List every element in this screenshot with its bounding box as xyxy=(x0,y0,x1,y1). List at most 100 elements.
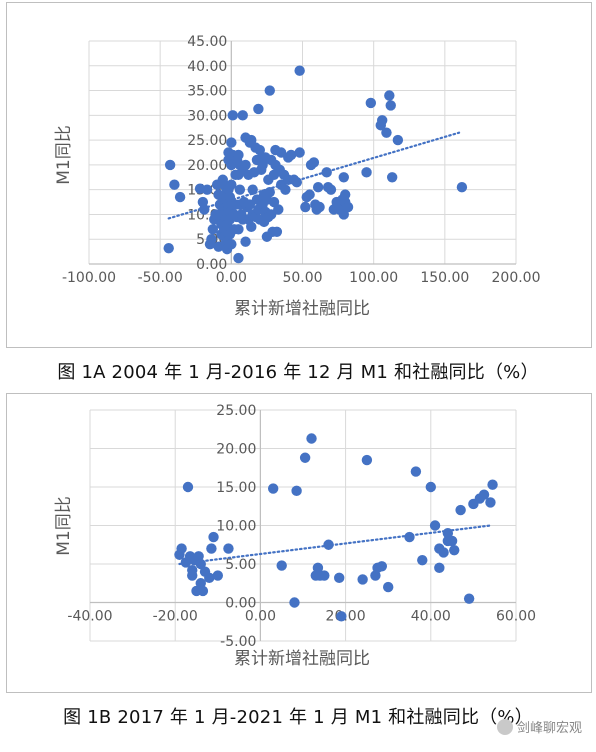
chart-1a-data-point xyxy=(246,221,257,233)
chart-1a-y-tick-label: 25.00 xyxy=(187,133,227,149)
chart-1a-x-tick-label: 200.00 xyxy=(492,270,541,286)
chart-1b-x-tick-label: 0.00 xyxy=(245,609,276,625)
chart-1a-x-tick-label: -50.00 xyxy=(138,270,183,286)
chart-1b-data-point xyxy=(429,520,441,531)
watermark-text: 剑峰聊宏观 xyxy=(516,721,582,736)
chart-1b-data-point xyxy=(208,531,219,543)
chart-1a-x-tick-label: -100.00 xyxy=(62,270,116,286)
chart-1b-data-point xyxy=(267,483,279,494)
chart-1a-data-point xyxy=(254,144,265,156)
chart-1b-data-point xyxy=(336,611,347,622)
chart-1a-data-point xyxy=(206,234,217,245)
chart-1b-data-point xyxy=(176,543,187,554)
chart-1b-data-point xyxy=(361,454,373,466)
chart-1b-data-point xyxy=(289,597,300,608)
chart-1a-data-point xyxy=(285,149,297,161)
chart-1a-x-axis-title: 累计新增社融同比 xyxy=(234,299,370,319)
chart-1a-data-point xyxy=(304,189,315,200)
chart-1a-plot: 0.005.0010.0015.0020.0025.0030.0035.0040… xyxy=(54,34,541,319)
chart-1a-y-tick-label: 30.00 xyxy=(187,108,227,124)
chart-1a-data-point xyxy=(386,172,398,183)
chart-1a-data-point xyxy=(342,201,354,213)
chart-1a-data-point xyxy=(325,184,337,195)
chart-1a-data-point xyxy=(226,179,237,190)
chart-1a-data-point xyxy=(280,184,291,195)
chart-1b-x-tick-label: -20.00 xyxy=(153,609,198,625)
chart-1a-data-point xyxy=(201,184,213,195)
chart-1b-data-point xyxy=(383,581,394,593)
chart-1a-data-point xyxy=(381,127,392,138)
chart-1a-y-tick-label: 35.00 xyxy=(187,84,227,100)
chart-1a-data-point xyxy=(456,181,468,193)
chart-1b-data-point xyxy=(487,479,498,490)
chart-1b-x-tick-label: 40.00 xyxy=(411,609,451,625)
chart-1a-data-point xyxy=(294,147,305,158)
chart-1a-data-point xyxy=(233,149,244,161)
chart-1b-data-point xyxy=(197,585,209,597)
chart-1a-y-tick-label: 20.00 xyxy=(187,158,227,174)
chart-1b-caption: 图 1B 2017 年 1 月-2021 年 1 月 M1 和社融同比（%） xyxy=(63,707,533,728)
chart-1b-data-point xyxy=(299,452,311,463)
chart-1a-data-point xyxy=(234,184,246,195)
chart-1a-data-point xyxy=(338,172,349,183)
chart-1a-y-axis-title: M1同比 xyxy=(54,125,74,184)
chart-1b-x-tick-label: 60.00 xyxy=(496,609,536,625)
chart-1a-x-tick-label: 150.00 xyxy=(420,270,469,286)
chart-1a-data-point xyxy=(164,159,176,171)
chart-1b-x-axis-title: 累计新增社融同比 xyxy=(234,649,370,669)
chart-1a-data-point xyxy=(253,103,264,115)
wechat-icon xyxy=(496,718,513,735)
chart-1b-data-point xyxy=(434,562,445,574)
chart-1b-data-point xyxy=(334,572,345,584)
chart-1b-data-point xyxy=(306,433,317,444)
chart-1b-y-tick-label: 15.00 xyxy=(216,480,256,496)
chart-1b-y-axis-title: M1同比 xyxy=(54,496,74,555)
chart-1a-data-point xyxy=(361,167,372,178)
chart-1a-data-point xyxy=(377,115,388,126)
watermark: 剑峰聊宏观 xyxy=(496,717,582,736)
chart-1b-data-point xyxy=(478,489,490,500)
chart-1a-x-tick-label: 100.00 xyxy=(349,270,398,286)
chart-1a-data-point xyxy=(169,179,180,190)
chart-1a-data-point xyxy=(365,97,377,109)
chart-1b-data-point xyxy=(404,531,415,543)
chart-1a-x-tick-label: 0.00 xyxy=(216,270,247,286)
chart-1b-data-point xyxy=(212,570,223,581)
chart-1a-y-tick-label: 45.00 xyxy=(187,34,227,50)
chart-1a-data-point xyxy=(174,191,186,203)
chart-1a-data-point xyxy=(227,110,238,121)
chart-1a-data-point xyxy=(294,65,305,76)
chart-1b-data-point xyxy=(463,593,475,604)
chart-1a-trendline xyxy=(167,131,461,220)
chart-1a-data-point xyxy=(233,224,244,235)
chart-1b-data-point xyxy=(276,560,287,571)
chart-panel-1b: -5.00 0.00 5.00 10.00 15.00 20.00 25.00 -40.00 -… xyxy=(6,393,592,693)
chart-1a-data-point xyxy=(340,189,351,200)
chart-1a-data-point xyxy=(207,224,219,235)
chart-1a-data-point xyxy=(300,201,311,213)
chart-1b-y-tick-label: -5.00 xyxy=(220,634,256,650)
chart-1a-data-point xyxy=(226,137,237,148)
chart-1a-data-point xyxy=(273,204,284,215)
chart-1b-data-point xyxy=(417,554,428,566)
chart-1a-data-point xyxy=(233,252,244,264)
chart-1b-data-point xyxy=(204,572,215,584)
chart-1a-y-tick-label: 40.00 xyxy=(187,59,227,75)
chart-1b-y-tick-label: 20.00 xyxy=(216,442,256,458)
chart-1a-data-point xyxy=(314,201,325,213)
chart-1b-data-point xyxy=(425,481,436,493)
chart-1b-x-tick-label: -40.00 xyxy=(67,609,112,625)
chart-1a-caption: 图 1A 2004 年 1 月-2016 年 12 月 M1 和社融同比（%） xyxy=(57,362,539,383)
chart-1a-data-point xyxy=(321,167,332,178)
chart-1b-data-point xyxy=(449,544,460,556)
chart-1a-data-point xyxy=(312,181,324,193)
chart-1b-plot: -5.00 0.00 5.00 10.00 15.00 20.00 25.00 -40.00 -… xyxy=(54,403,536,669)
chart-1b-data-point xyxy=(182,481,194,493)
chart-1b-data-point xyxy=(187,570,198,581)
chart-1b-y-tick-label: 0.00 xyxy=(225,596,256,612)
chart-1a-data-point xyxy=(226,238,237,250)
chart-1b-data-point xyxy=(376,561,388,572)
chart-1a-y-tick-label: 0.00 xyxy=(196,257,227,273)
chart-1a-x-tick-label: 50.00 xyxy=(282,270,322,286)
chart-1b-y-tick-label: 10.00 xyxy=(216,519,256,535)
